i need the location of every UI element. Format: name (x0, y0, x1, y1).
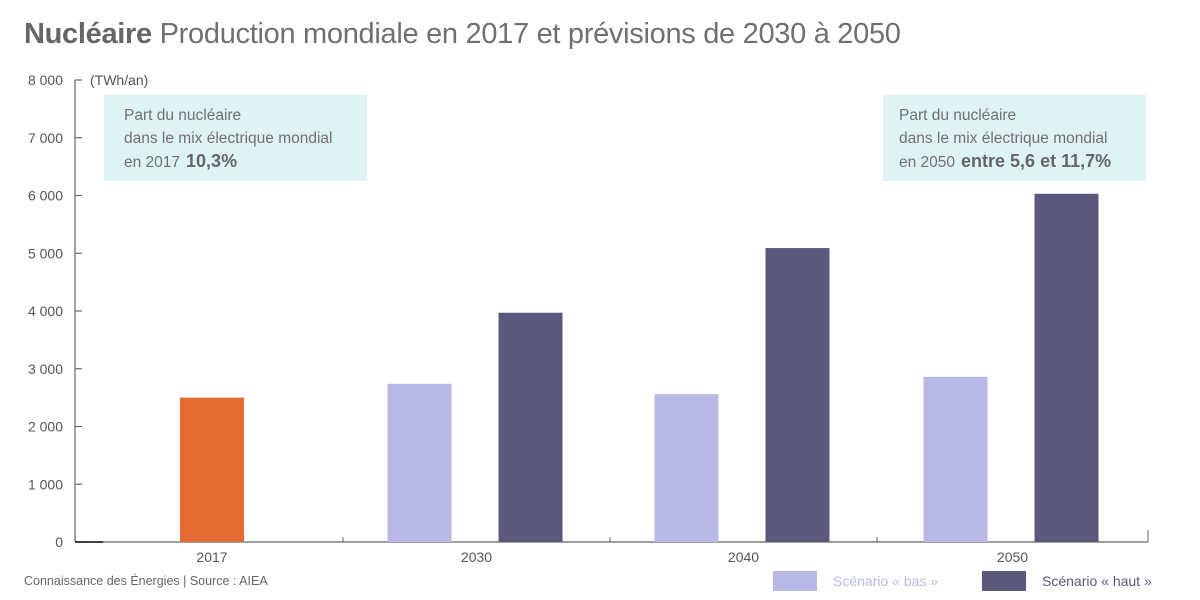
legend-item-high: Scénario « haut » (982, 571, 1152, 591)
y-tick-label: 2 000 (28, 419, 63, 435)
legend-item-low: Scénario « bas » (773, 571, 938, 591)
chart-title: Nucléaire Production mondiale en 2017 et… (24, 18, 901, 51)
annotation-2050-highlight: entre 5,6 et 11,7% (961, 151, 1112, 171)
y-tick-label: 3 000 (28, 361, 63, 377)
bar-2030-high (498, 312, 563, 542)
y-tick-label: 4 000 (28, 303, 63, 319)
y-tick-label: 0 (55, 534, 63, 550)
annotation-2017-prefix: en 2017 (124, 154, 181, 171)
bar-2050-high (1034, 193, 1099, 542)
y-tick-label: 6 000 (28, 188, 63, 204)
chart-title-rest: Production mondiale en 2017 et prévision… (159, 18, 901, 50)
bars (180, 193, 1099, 543)
annotation-2050-line1: Part du nucléaire (899, 107, 1017, 124)
annotation-2050: Part du nucléaire dans le mix électrique… (883, 95, 1146, 181)
bar-2050-low (923, 376, 988, 542)
x-tick-label: 2030 (461, 549, 492, 565)
annotation-2017-line1: Part du nucléaire (124, 107, 242, 124)
x-tick-label: 2017 (196, 549, 227, 565)
bar-2030-low (387, 383, 452, 542)
y-tick-label: 5 000 (28, 245, 63, 261)
source-footer: Connaissance des Énergies | Source : AIE… (24, 574, 268, 588)
annotation-2050-line3: en 2050 entre 5,6 et 11,7% (899, 150, 1146, 174)
bar-2040-low (654, 394, 719, 542)
legend-label-high: Scénario « haut » (1042, 573, 1152, 589)
x-tick-label: 2050 (997, 549, 1028, 565)
x-tick-label: 2040 (728, 549, 759, 565)
chart-title-bold: Nucléaire (24, 18, 152, 50)
bar-2040-high (765, 248, 830, 543)
y-axis: 0 1 000 2 000 3 000 4 000 5 000 6 000 7 000 8 00… (28, 72, 82, 550)
annotation-2017: Part du nucléaire dans le mix électrique… (104, 95, 367, 181)
legend-swatch-low (773, 571, 817, 591)
annotation-2017-line2: dans le mix électrique mondial (124, 130, 333, 147)
y-tick-label: 1 000 (28, 476, 63, 492)
bar-2017-actual (180, 397, 244, 542)
annotation-2017-highlight: 10,3% (186, 151, 238, 171)
y-tick-label: 8 000 (28, 72, 63, 88)
annotation-2017-line3: en 2017 10,3% (124, 150, 367, 174)
annotation-2050-prefix: en 2050 (899, 154, 956, 171)
legend-label-low: Scénario « bas » (833, 573, 939, 589)
annotation-2050-line2: dans le mix électrique mondial (899, 130, 1108, 147)
y-tick-label: 7 000 (28, 130, 63, 146)
y-axis-unit-label: (TWh/an) (90, 72, 148, 88)
legend-swatch-high (982, 571, 1026, 591)
